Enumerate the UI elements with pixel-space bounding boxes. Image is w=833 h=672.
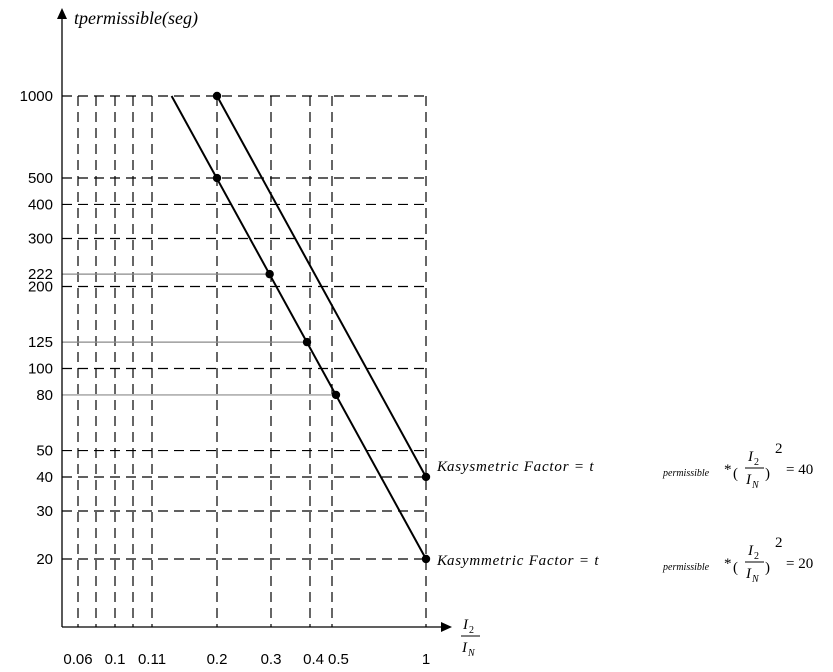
annotation-k20-frac-num-sub: 2 [754,551,759,562]
annotation-k40-value: = 40 [786,462,813,478]
x-axis-title-numerator: I [462,617,469,633]
data-point [212,91,222,101]
data-point [421,554,431,564]
series-line-k20 [170,95,427,560]
annotation-k20-frac-den-sub: N [751,574,760,585]
annotation-k40-lparen: ( [733,466,738,482]
axes [57,8,452,632]
annotation-k40-frac-den-sub: N [751,480,760,491]
annotation-k40-frac-num: I [747,449,754,465]
y-tick-label: 100 [28,361,53,378]
annotation-k20-rparen: ) [765,560,770,576]
y-tick-label: 222 [28,266,53,283]
y-axis-title: tpermissible(seg) [74,8,198,29]
reference-lines [62,273,336,396]
data-points [212,91,431,564]
annotation-k20-sub: permissible [662,562,710,573]
annotation-k20-value: = 20 [786,556,813,572]
y-tick-label: 1000 [20,88,53,105]
x-axis-title-numerator-sub: 2 [469,625,474,636]
annotation-k40-k: K [436,459,448,475]
x-tick-label: 0.11 [138,651,166,668]
annotation-k20-lparen: ( [733,560,738,576]
y-tick-label: 300 [28,230,53,247]
annotation-k40-rparen: ) [765,466,770,482]
x-tick-label: 0.4 [303,651,324,668]
y-tick-label: 125 [28,334,53,351]
annotation-k40-sub: permissible [662,468,710,479]
annotation-k20-frac-den: I [745,566,752,582]
annotation-k20-frac-num: I [747,543,754,559]
y-tick-label: 200 [28,278,53,295]
annotation-k40-text: asysmetric Factor = t [447,459,594,475]
x-tick-label: 0.5 [328,651,349,668]
data-point [331,390,341,400]
x-tick-label: 0.1 [105,651,126,668]
data-point [212,173,222,183]
annotation-k20-exp: 2 [775,535,783,551]
annotation-k40-exp: 2 [775,441,783,457]
annotation-k20-mult: * [724,556,732,572]
x-axis-title-denominator-sub: N [467,648,476,659]
x-tick-label: 1 [422,651,430,668]
y-tick-label: 30 [36,503,53,520]
annotation-k20: K asymmetric Factor = t permissible * ( … [436,535,813,585]
x-axis-title: I 2 I N [461,617,480,659]
x-tick-label: 0.2 [207,651,228,668]
annotation-k40-frac-den: I [745,472,752,488]
y-tick-label: 40 [36,469,53,486]
y-tick-label: 400 [28,196,53,213]
y-tick-label: 20 [36,551,53,568]
annotation-k20-text: asymmetric Factor = t [447,553,599,569]
annotation-k40: K asysmetric Factor = t permissible * ( … [436,441,813,491]
data-point [302,337,312,347]
x-axis-title-denominator: I [461,640,468,656]
annotation-k40-mult: * [724,462,732,478]
grid-layer [62,95,428,627]
annotation-k20-k: K [436,553,448,569]
x-axis-arrow [441,622,452,632]
x-tick-labels: 0.06 0.1 0.11 0.2 0.3 0.4 0.5 1 [63,651,430,668]
y-tick-label: 50 [36,443,53,460]
x-tick-label: 0.3 [261,651,282,668]
series-line-k40 [216,95,427,478]
series-lines [170,95,427,560]
y-tick-label: 80 [36,387,53,404]
data-point [421,472,431,482]
data-point [265,269,274,279]
annotation-k40-frac-num-sub: 2 [754,457,759,468]
y-tick-label: 500 [28,170,53,187]
y-axis-arrow [57,8,67,19]
x-tick-label: 0.06 [63,651,92,668]
